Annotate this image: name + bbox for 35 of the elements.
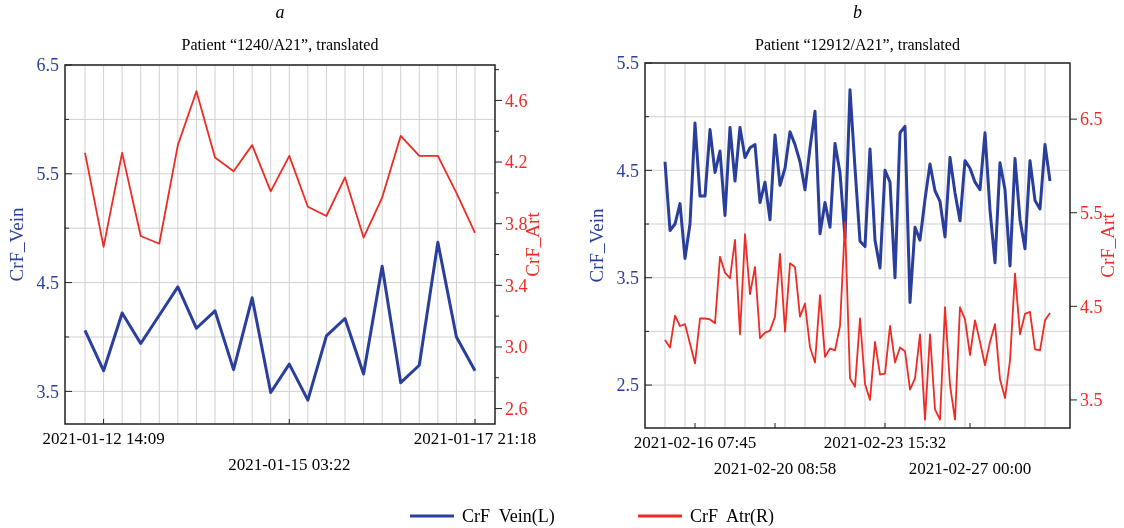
y2-tick-label: 4.6 — [505, 90, 528, 111]
chart-subtitle: Patient “1240/A21”, translated — [181, 36, 379, 53]
chart-title: b — [853, 2, 862, 22]
legend-label: CrF Vein(L) — [462, 506, 555, 528]
x-tick-label: 2021-02-20 08:58 — [713, 459, 837, 478]
y2-tick-label: 4.2 — [505, 152, 528, 173]
y-tick-label: 2.5 — [616, 375, 639, 396]
y2-tick-label: 3.0 — [505, 337, 528, 358]
x-tick-label: 2021-02-27 00:00 — [908, 459, 1032, 478]
y-axis-title: CrF_Vein — [6, 207, 27, 282]
x-tick-label: 2021-02-23 15:32 — [823, 433, 947, 452]
y-tick-label: 4.5 — [616, 160, 639, 181]
y-tick-label: 3.5 — [616, 268, 639, 289]
x-tick-label: 2021-01-15 03:22 — [228, 455, 351, 474]
y-axis-title: CrF_Vein — [586, 208, 607, 283]
y-tick-label: 4.5 — [36, 272, 59, 293]
line-series — [83, 240, 477, 402]
y-tick-label: 5.5 — [616, 53, 639, 74]
y2-tick-label: 4.5 — [1080, 296, 1103, 317]
x-tick-label: 2021-02-16 07:45 — [633, 433, 757, 452]
chart-subtitle: Patient “12912/A21”, translated — [755, 36, 960, 53]
y2-tick-label: 3.5 — [1080, 390, 1103, 411]
line-series — [84, 90, 476, 248]
x-tick-label: 2021-01-17 21:18 — [413, 429, 537, 448]
y-tick-label: 5.5 — [36, 164, 59, 185]
legend-label: CrF Atr(R) — [690, 506, 775, 528]
chart-title: a — [275, 2, 285, 22]
y-tick-label: 6.5 — [36, 55, 59, 76]
y2-tick-label: 3.4 — [505, 275, 528, 296]
line-series — [664, 221, 1051, 421]
line-series — [663, 88, 1052, 304]
y2-tick-label: 6.5 — [1080, 109, 1103, 130]
x-tick-label: 2021-01-12 14:09 — [42, 429, 165, 448]
y2-tick-label: 2.6 — [505, 398, 528, 419]
y-tick-label: 3.5 — [36, 381, 59, 402]
